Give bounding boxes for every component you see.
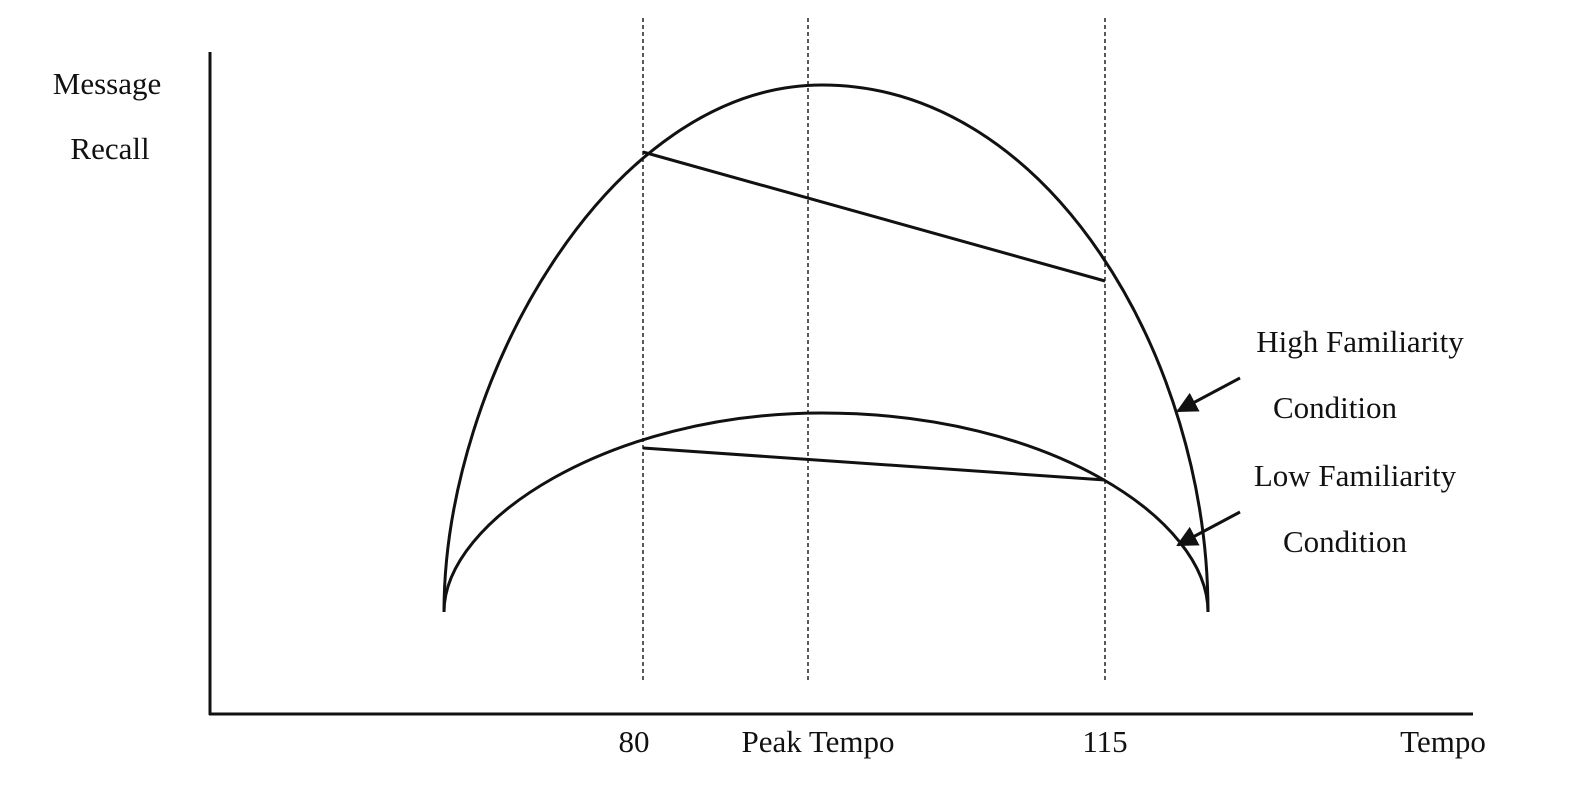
arrow: [1176, 376, 1241, 413]
curve-label: Condition: [1283, 524, 1408, 559]
curve-label: Low Familiarity: [1254, 458, 1457, 493]
curve-label: High Familiarity: [1256, 324, 1464, 359]
high-curve: [442, 83, 1210, 613]
x-label: Peak Tempo: [741, 724, 894, 759]
low-chord: [642, 446, 1106, 482]
curve-label: Condition: [1273, 390, 1398, 425]
y-axis-label: Recall: [70, 131, 149, 166]
high-chord: [642, 150, 1106, 283]
y-axis-label: Message: [53, 66, 161, 101]
x-label: 115: [1082, 724, 1127, 759]
x-axis-label: Tempo: [1400, 724, 1486, 759]
x-label: 80: [619, 724, 650, 759]
low-curve: [442, 411, 1210, 613]
arrow: [1176, 510, 1241, 547]
